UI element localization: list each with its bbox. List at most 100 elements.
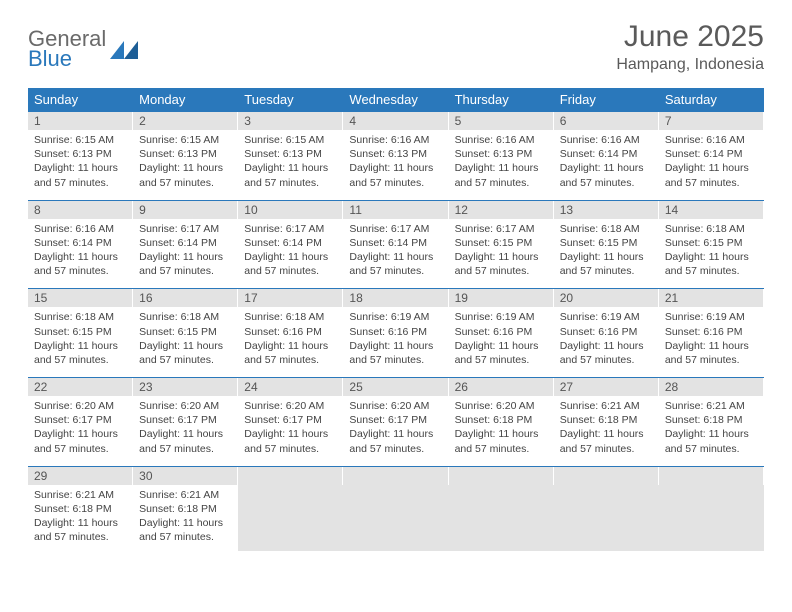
location: Hampang, Indonesia (616, 56, 764, 74)
day-sunrise: Sunrise: 6:17 AM (349, 222, 442, 236)
calendar-cell: 28Sunrise: 6:21 AMSunset: 6:18 PMDayligh… (659, 378, 764, 467)
day-body: Sunrise: 6:20 AMSunset: 6:17 PMDaylight:… (133, 396, 238, 466)
day-sunrise: Sunrise: 6:20 AM (34, 399, 127, 413)
day-body: Sunrise: 6:17 AMSunset: 6:14 PMDaylight:… (133, 219, 238, 289)
day-number: 23 (133, 378, 238, 396)
day-body: Sunrise: 6:18 AMSunset: 6:15 PMDaylight:… (659, 219, 764, 289)
day-sunrise: Sunrise: 6:20 AM (455, 399, 548, 413)
day-sunset: Sunset: 6:17 PM (139, 413, 232, 427)
day-body: Sunrise: 6:16 AMSunset: 6:14 PMDaylight:… (659, 130, 764, 200)
calendar-row: 22Sunrise: 6:20 AMSunset: 6:17 PMDayligh… (28, 378, 764, 467)
weekday-header: Wednesday (343, 88, 448, 112)
day-number: 18 (343, 289, 448, 307)
calendar-cell (238, 466, 343, 554)
calendar-cell: 30Sunrise: 6:21 AMSunset: 6:18 PMDayligh… (133, 466, 238, 554)
day-body: Sunrise: 6:15 AMSunset: 6:13 PMDaylight:… (28, 130, 133, 200)
day-sunrise: Sunrise: 6:19 AM (455, 310, 548, 324)
calendar-cell (449, 466, 554, 554)
day-daylight2: and 57 minutes. (244, 442, 337, 456)
calendar-cell: 11Sunrise: 6:17 AMSunset: 6:14 PMDayligh… (343, 200, 448, 289)
day-sunset: Sunset: 6:15 PM (139, 325, 232, 339)
day-number: 8 (28, 201, 133, 219)
day-sunset: Sunset: 6:18 PM (560, 413, 653, 427)
day-body: Sunrise: 6:18 AMSunset: 6:15 PMDaylight:… (133, 307, 238, 377)
logo-text: General Blue (28, 28, 106, 70)
day-number: 19 (449, 289, 554, 307)
calendar-cell: 18Sunrise: 6:19 AMSunset: 6:16 PMDayligh… (343, 289, 448, 378)
day-sunrise: Sunrise: 6:21 AM (139, 488, 232, 502)
day-daylight1: Daylight: 11 hours (244, 250, 337, 264)
day-body-empty (554, 485, 659, 551)
logo-line2: Blue (28, 48, 106, 70)
day-body: Sunrise: 6:18 AMSunset: 6:16 PMDaylight:… (238, 307, 343, 377)
calendar-cell: 19Sunrise: 6:19 AMSunset: 6:16 PMDayligh… (449, 289, 554, 378)
day-sunset: Sunset: 6:13 PM (139, 147, 232, 161)
day-sunrise: Sunrise: 6:15 AM (34, 133, 127, 147)
day-daylight2: and 57 minutes. (455, 442, 548, 456)
day-sunset: Sunset: 6:16 PM (455, 325, 548, 339)
day-sunset: Sunset: 6:14 PM (244, 236, 337, 250)
day-sunrise: Sunrise: 6:21 AM (560, 399, 653, 413)
title-block: June 2025 Hampang, Indonesia (616, 20, 764, 74)
calendar-row: 1Sunrise: 6:15 AMSunset: 6:13 PMDaylight… (28, 112, 764, 201)
day-sunset: Sunset: 6:14 PM (139, 236, 232, 250)
day-daylight1: Daylight: 11 hours (349, 161, 442, 175)
day-daylight1: Daylight: 11 hours (349, 250, 442, 264)
day-body: Sunrise: 6:16 AMSunset: 6:13 PMDaylight:… (343, 130, 448, 200)
calendar-cell: 4Sunrise: 6:16 AMSunset: 6:13 PMDaylight… (343, 112, 448, 201)
calendar-cell (554, 466, 659, 554)
day-body: Sunrise: 6:19 AMSunset: 6:16 PMDaylight:… (449, 307, 554, 377)
day-body: Sunrise: 6:21 AMSunset: 6:18 PMDaylight:… (659, 396, 764, 466)
day-number: 16 (133, 289, 238, 307)
calendar-row: 15Sunrise: 6:18 AMSunset: 6:15 PMDayligh… (28, 289, 764, 378)
day-sunset: Sunset: 6:16 PM (244, 325, 337, 339)
day-body-empty (238, 485, 343, 551)
day-daylight2: and 57 minutes. (665, 176, 758, 190)
day-body: Sunrise: 6:15 AMSunset: 6:13 PMDaylight:… (133, 130, 238, 200)
day-body-empty (449, 485, 554, 551)
logo: General Blue (28, 20, 138, 70)
day-body: Sunrise: 6:18 AMSunset: 6:15 PMDaylight:… (28, 307, 133, 377)
day-sunset: Sunset: 6:15 PM (34, 325, 127, 339)
calendar-cell (659, 466, 764, 554)
day-number: 4 (343, 112, 448, 130)
day-sunrise: Sunrise: 6:16 AM (665, 133, 758, 147)
day-sunset: Sunset: 6:18 PM (139, 502, 232, 516)
day-body: Sunrise: 6:16 AMSunset: 6:13 PMDaylight:… (449, 130, 554, 200)
day-number: 29 (28, 467, 133, 485)
day-sunrise: Sunrise: 6:19 AM (665, 310, 758, 324)
calendar-cell: 7Sunrise: 6:16 AMSunset: 6:14 PMDaylight… (659, 112, 764, 201)
day-daylight2: and 57 minutes. (349, 353, 442, 367)
day-number: 13 (554, 201, 659, 219)
calendar-cell: 13Sunrise: 6:18 AMSunset: 6:15 PMDayligh… (554, 200, 659, 289)
day-sunrise: Sunrise: 6:18 AM (560, 222, 653, 236)
day-sunrise: Sunrise: 6:21 AM (34, 488, 127, 502)
day-daylight1: Daylight: 11 hours (244, 427, 337, 441)
day-daylight1: Daylight: 11 hours (560, 161, 653, 175)
day-daylight1: Daylight: 11 hours (34, 161, 127, 175)
day-sunrise: Sunrise: 6:20 AM (349, 399, 442, 413)
day-number-empty (343, 467, 448, 485)
day-number: 25 (343, 378, 448, 396)
day-body: Sunrise: 6:20 AMSunset: 6:17 PMDaylight:… (238, 396, 343, 466)
day-daylight2: and 57 minutes. (139, 264, 232, 278)
day-number: 9 (133, 201, 238, 219)
calendar-cell: 24Sunrise: 6:20 AMSunset: 6:17 PMDayligh… (238, 378, 343, 467)
day-sunset: Sunset: 6:15 PM (665, 236, 758, 250)
calendar-cell: 10Sunrise: 6:17 AMSunset: 6:14 PMDayligh… (238, 200, 343, 289)
calendar-cell: 5Sunrise: 6:16 AMSunset: 6:13 PMDaylight… (449, 112, 554, 201)
calendar-cell (343, 466, 448, 554)
day-sunset: Sunset: 6:18 PM (665, 413, 758, 427)
day-sunrise: Sunrise: 6:16 AM (455, 133, 548, 147)
day-body-empty (659, 485, 764, 551)
day-body: Sunrise: 6:20 AMSunset: 6:18 PMDaylight:… (449, 396, 554, 466)
day-daylight1: Daylight: 11 hours (560, 339, 653, 353)
day-sunset: Sunset: 6:14 PM (665, 147, 758, 161)
day-daylight2: and 57 minutes. (139, 353, 232, 367)
day-daylight2: and 57 minutes. (665, 264, 758, 278)
day-sunset: Sunset: 6:13 PM (349, 147, 442, 161)
weekday-header: Saturday (659, 88, 764, 112)
day-number: 28 (659, 378, 764, 396)
day-sunrise: Sunrise: 6:18 AM (34, 310, 127, 324)
day-daylight2: and 57 minutes. (244, 264, 337, 278)
